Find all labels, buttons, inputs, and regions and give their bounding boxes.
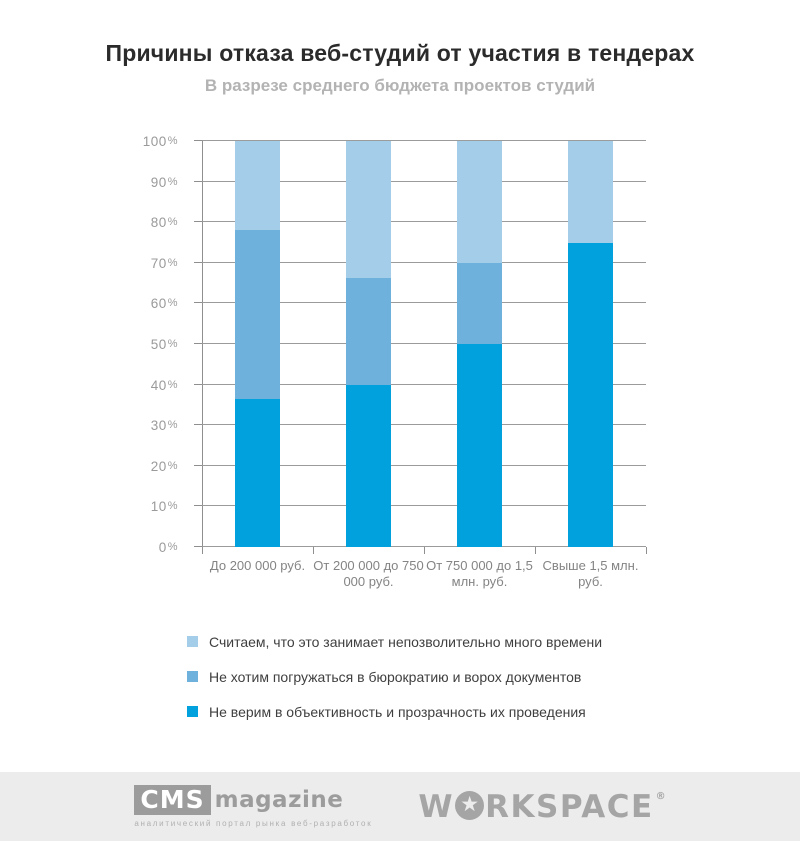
registered-mark: ® xyxy=(655,790,666,802)
gridline-30 xyxy=(202,424,646,426)
x-axis-label-3: Свыше 1,5 млн. руб. xyxy=(542,558,639,589)
bar-segment xyxy=(457,262,502,344)
y-tick-20 xyxy=(194,464,202,466)
workspace-star-icon: ★ xyxy=(455,790,485,820)
gridline-40 xyxy=(202,383,646,385)
legend-item-0: Считаем, что это занимает непозволительн… xyxy=(187,633,603,650)
y-tick-60 xyxy=(194,302,202,304)
footer: CMS magazine аналитический портал рынка … xyxy=(0,772,800,841)
cms-magazine-logo: CMS magazine аналитический портал рынка … xyxy=(134,785,372,828)
y-tick-100 xyxy=(194,140,202,141)
bar-segment xyxy=(568,141,613,243)
y-axis-label-30: 30% xyxy=(150,418,178,434)
bar-segment xyxy=(346,384,391,547)
bar-segment xyxy=(346,278,391,385)
plot-area xyxy=(194,140,647,554)
y-axis-label-60: 60% xyxy=(150,296,178,312)
y-axis-label-20: 20% xyxy=(150,458,178,474)
bar-2 xyxy=(457,141,502,547)
legend-swatch xyxy=(187,706,198,717)
y-axis-label-80: 80% xyxy=(150,215,178,231)
bar-segment xyxy=(457,141,502,263)
legend-swatch xyxy=(187,671,198,682)
legend-label: Не хотим погружаться в бюрократию и воро… xyxy=(209,668,582,685)
page-title: Причины отказа веб-студий от участия в т… xyxy=(105,40,695,66)
page-subtitle: В разрезе среднего бюджета проектов студ… xyxy=(204,76,596,95)
x-boundary-tick-4 xyxy=(646,547,647,554)
y-tick-0 xyxy=(194,546,202,547)
x-axis-labels: До 200 000 руб. От 200 000 до 750 000 руб… xyxy=(202,558,646,602)
y-axis-label-90: 90% xyxy=(150,174,178,190)
y-axis-label-0: 0% xyxy=(158,540,178,555)
bar-segment xyxy=(568,242,613,547)
gridline-100 xyxy=(202,140,646,141)
bar-segment xyxy=(235,398,280,547)
x-axis-label-1: От 200 000 до 750 000 руб. xyxy=(313,558,424,589)
y-axis-line xyxy=(202,141,203,554)
gridline-20 xyxy=(202,464,646,466)
y-axis-label-10: 10% xyxy=(150,499,178,515)
legend-item-1: Не хотим погружаться в бюрократию и воро… xyxy=(187,668,602,685)
legend-label: Считаем, что это занимает непозволительн… xyxy=(209,633,603,650)
bar-segment xyxy=(457,344,502,547)
cms-logo-box: CMS xyxy=(134,785,211,815)
y-axis-labels: 0% 10% 20% 30% 40% 50% 60% 70% 80% 90% 100% xyxy=(108,134,190,555)
y-tick-30 xyxy=(194,424,202,426)
legend: Считаем, что это занимает непозволительн… xyxy=(187,634,602,739)
gridline-90 xyxy=(202,180,646,182)
y-tick-40 xyxy=(194,383,202,385)
y-tick-90 xyxy=(194,180,202,182)
y-tick-10 xyxy=(194,505,202,507)
bar-0 xyxy=(235,141,280,547)
x-axis-label-0: До 200 000 руб. xyxy=(209,558,306,573)
y-axis-label-100: 100% xyxy=(142,134,178,149)
y-axis-label-40: 40% xyxy=(150,377,178,393)
y-axis-label-50: 50% xyxy=(150,337,178,352)
legend-item-2: Не верим в объективность и прозрачность … xyxy=(187,703,602,720)
x-axis-label-2: От 750 000 до 1,5 млн. руб. xyxy=(426,558,533,589)
cms-logo-tagline: аналитический портал рынка веб-разработо… xyxy=(134,819,373,828)
gridline-10 xyxy=(202,505,646,507)
gridline-50 xyxy=(202,343,646,344)
cms-logo-word: magazine xyxy=(214,787,344,813)
gridline-0 xyxy=(202,546,646,547)
y-tick-80 xyxy=(194,221,202,223)
workspace-logo-suffix: RKSPACE xyxy=(485,788,654,825)
y-tick-50 xyxy=(194,343,202,344)
gridline-80 xyxy=(202,221,646,223)
y-tick-70 xyxy=(194,261,202,263)
workspace-logo: W ★ RKSPACE ® xyxy=(418,789,665,825)
gridline-70 xyxy=(202,261,646,263)
y-axis-label-70: 70% xyxy=(150,255,178,271)
x-boundary-tick-3 xyxy=(535,547,536,554)
bar-segment xyxy=(235,229,280,399)
workspace-logo-prefix: W xyxy=(418,788,455,825)
bar-segment xyxy=(235,141,280,230)
legend-swatch xyxy=(187,636,198,647)
x-boundary-tick-2 xyxy=(424,547,425,554)
gridline-60 xyxy=(202,302,646,304)
legend-label: Не верим в объективность и прозрачность … xyxy=(209,703,586,720)
bar-segment xyxy=(346,141,391,279)
bar-1 xyxy=(346,141,391,547)
x-boundary-tick-1 xyxy=(313,547,314,554)
bar-3 xyxy=(568,141,613,547)
